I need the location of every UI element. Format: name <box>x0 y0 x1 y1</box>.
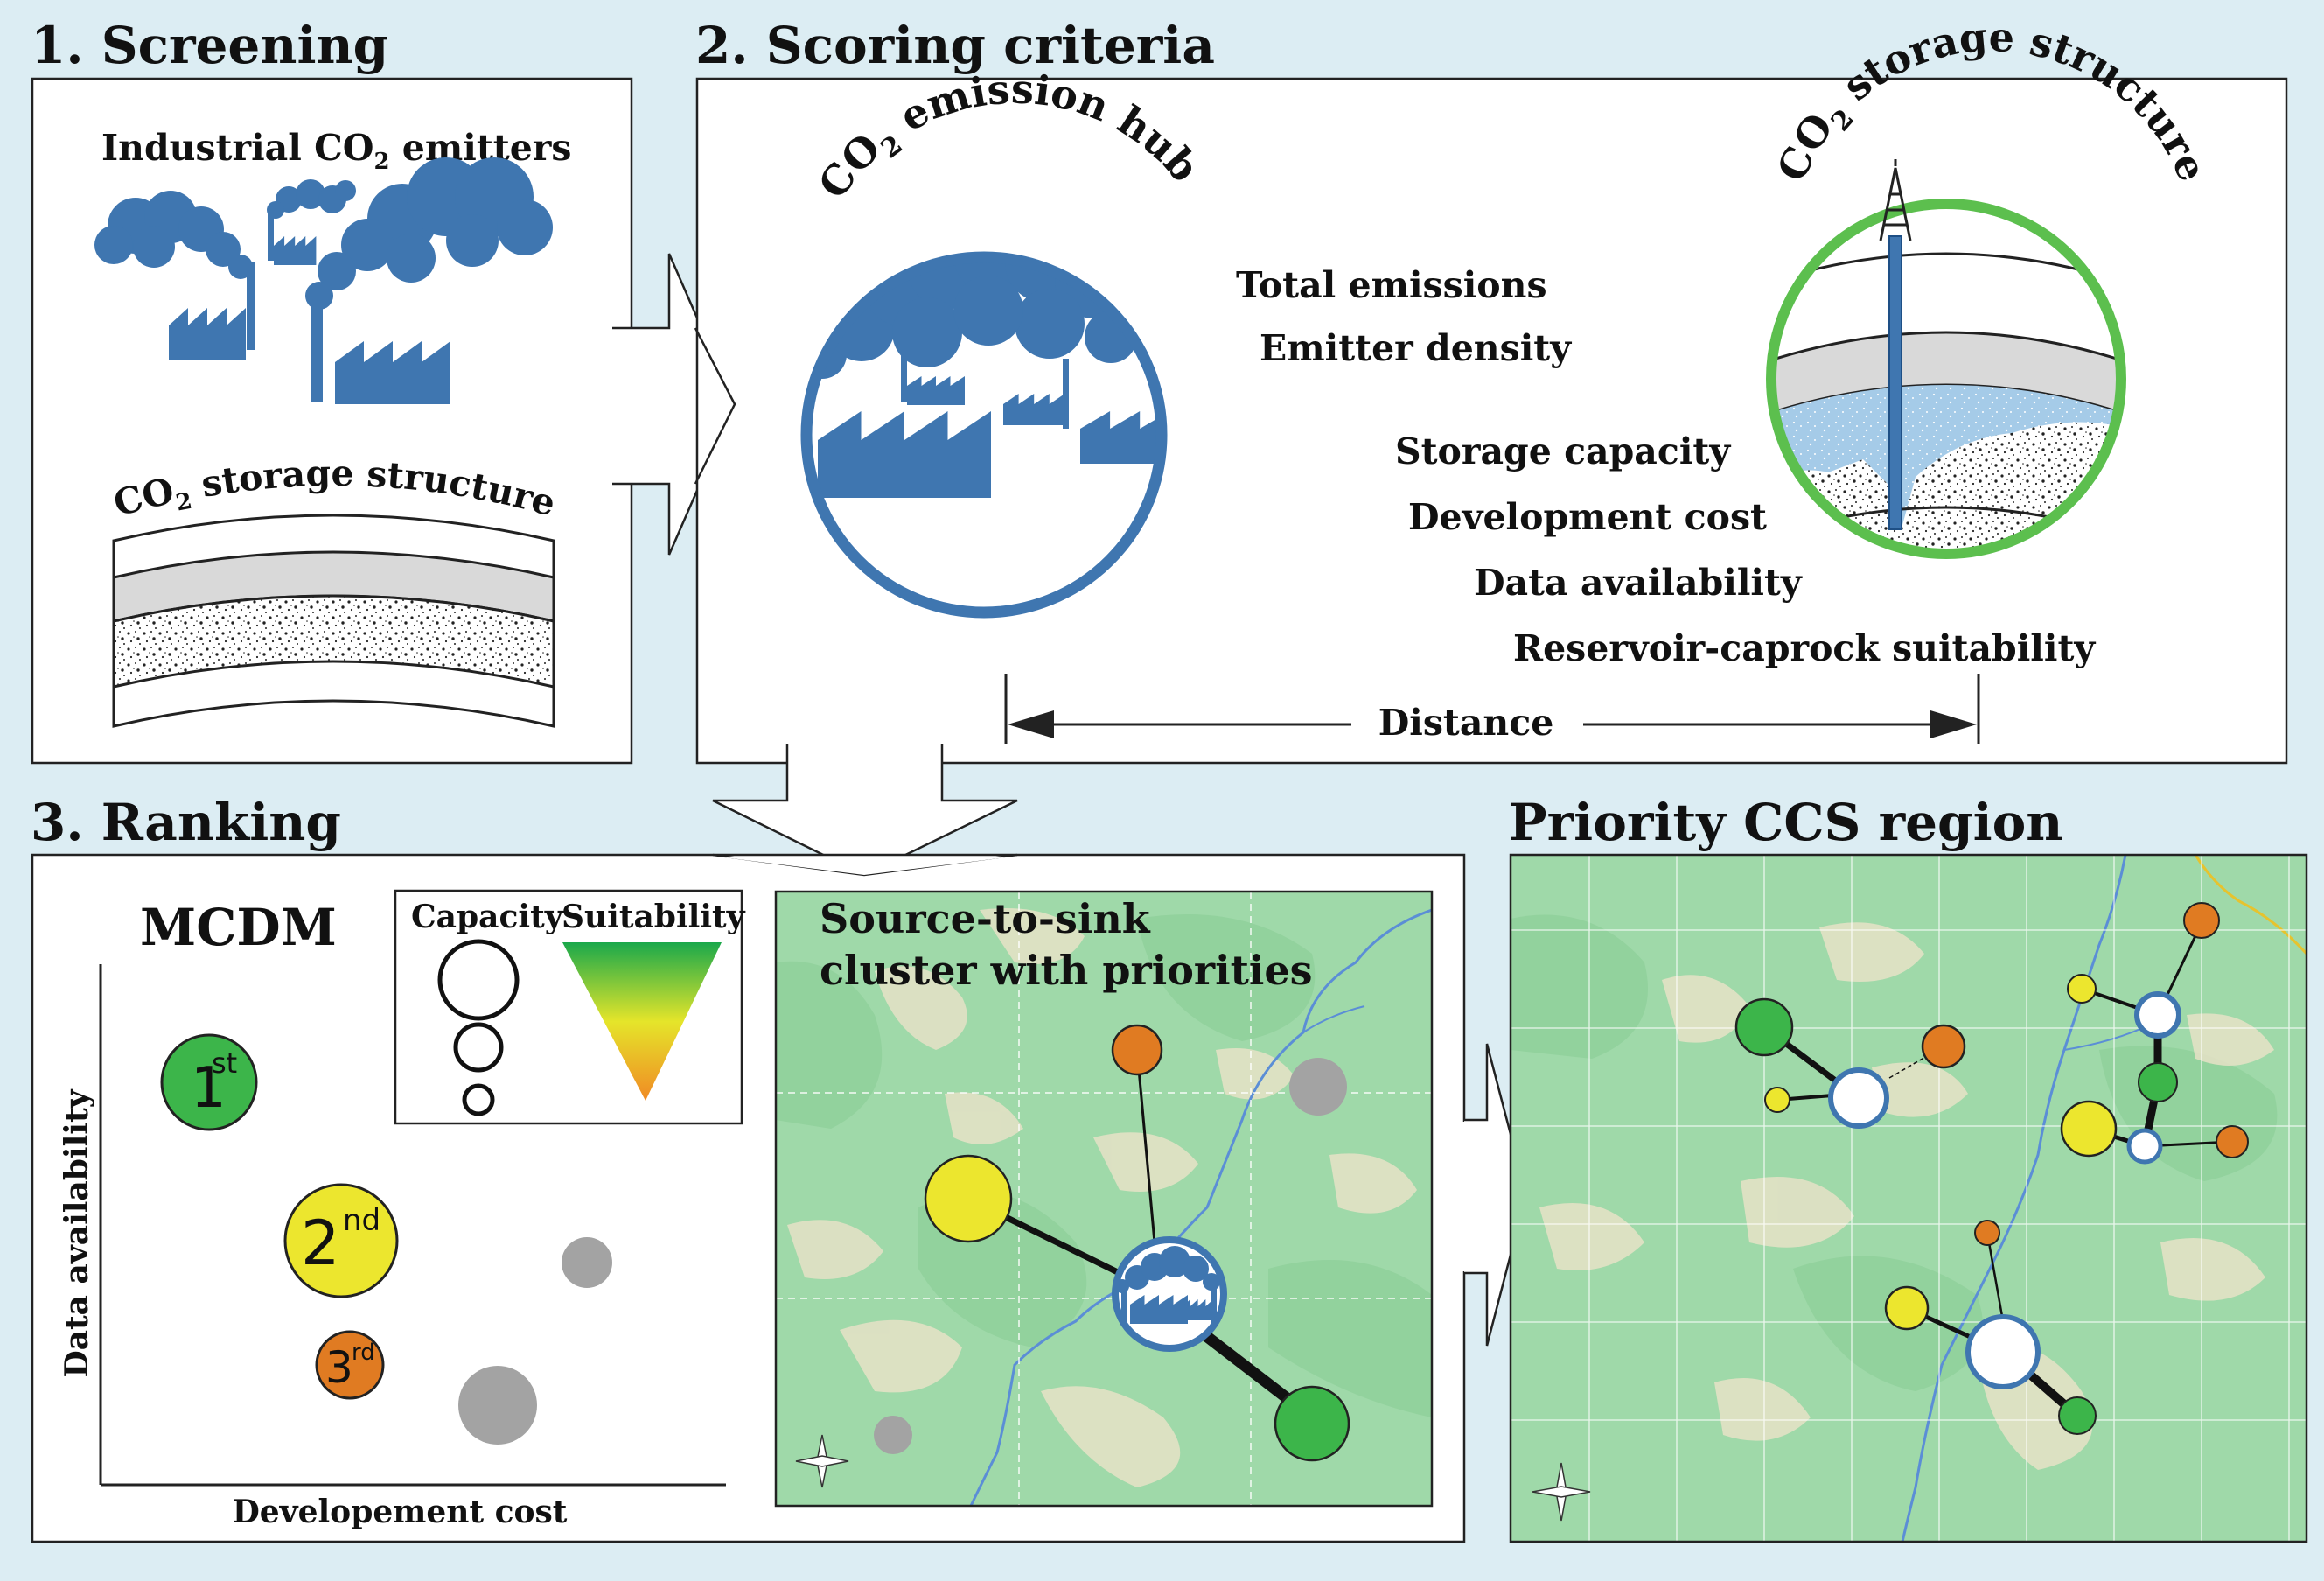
svg-text:st: st <box>212 1046 237 1080</box>
cluster-title-line2: cluster with priorities <box>820 947 1313 994</box>
criterion-reservoir-caprock: Reservoir-caprock suitability <box>1513 627 2096 669</box>
compass-icon <box>1532 1462 1591 1522</box>
industrial-emitters-label: Industrial CO2 emitters <box>101 127 572 175</box>
criterion-development-cost: Development cost <box>1408 496 1767 538</box>
criterion-total-emissions: Total emissions <box>1236 264 1547 306</box>
distance-label: Distance <box>1378 702 1554 744</box>
mcdm-label: MCDM <box>140 898 337 957</box>
priority-cluster-c <box>1884 1220 2097 1435</box>
legend-capacity-label: Capacity <box>411 899 564 935</box>
rank-3-bubble: 3 rd <box>315 1330 385 1400</box>
rank-2-bubble: 2 nd <box>283 1183 399 1298</box>
unranked-bubble <box>458 1366 537 1445</box>
distance-arrow <box>1004 674 1980 744</box>
svg-text:rd: rd <box>352 1340 375 1366</box>
ranking-title: 3. Ranking <box>31 793 341 852</box>
cluster-unranked-gray <box>1289 1058 1347 1116</box>
unranked-bubble <box>562 1237 612 1288</box>
priority-ccs-map-frame <box>1509 853 2308 1543</box>
cluster-title-line1: Source-to-sink <box>820 895 1151 942</box>
source-to-sink-map-frame <box>774 890 1434 1508</box>
mcdm-axes <box>99 964 726 1487</box>
priority-ccs-map <box>1511 855 2307 1542</box>
cluster-sink-yellow <box>924 1154 1013 1243</box>
svg-text:2: 2 <box>301 1207 340 1279</box>
priority-cluster-a <box>1734 997 1966 1129</box>
legend-capacity-circles <box>437 939 520 1116</box>
screening-title: 1. Screening <box>31 16 388 75</box>
storage-structure-ring <box>1766 199 2126 559</box>
cluster-sink-orange <box>1111 1024 1163 1076</box>
compass-icon <box>795 1434 849 1488</box>
source-to-sink-map <box>776 892 1432 1506</box>
criterion-storage-capacity: Storage capacity <box>1395 430 1731 472</box>
svg-text:1: 1 <box>191 1056 227 1121</box>
drilling-rig-icon <box>1879 159 1912 241</box>
emission-hub-ring <box>800 251 1168 619</box>
storage-structure-icon <box>1771 204 2121 554</box>
rank-1-bubble: 1 st <box>160 1033 258 1131</box>
criterion-data-availability: Data availability <box>1474 562 1803 604</box>
industrial-emitters-icon <box>94 157 553 404</box>
svg-text:3: 3 <box>325 1342 353 1393</box>
legend-suitability-label: Suitability <box>562 899 746 935</box>
cluster-hub-icon <box>1112 1236 1227 1352</box>
cluster-unranked-gray <box>874 1416 912 1454</box>
legend-suitability-gradient <box>562 942 722 1101</box>
criterion-emitter-density: Emitter density <box>1260 327 1572 369</box>
cluster-sink-green <box>1274 1385 1350 1462</box>
x-axis-label: Developement cost <box>233 1494 568 1530</box>
priority-title: Priority CCS region <box>1509 793 2062 852</box>
screening-storage-structure-icon <box>112 514 555 728</box>
priority-cluster-b <box>2060 902 2249 1165</box>
scoring-title: 2. Scoring criteria <box>695 16 1215 75</box>
y-axis-label: Data availability <box>59 1088 95 1377</box>
svg-text:nd: nd <box>343 1203 380 1238</box>
